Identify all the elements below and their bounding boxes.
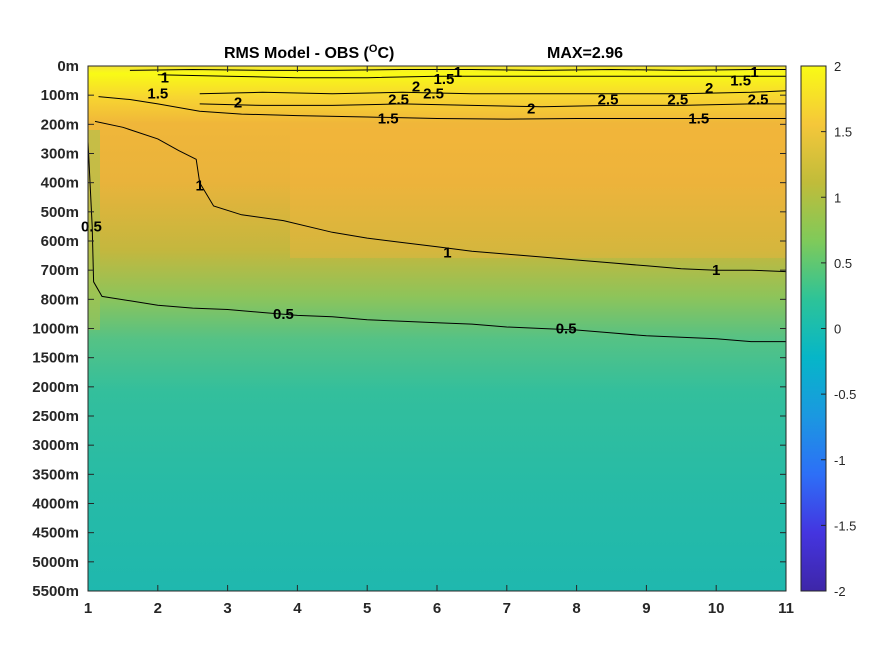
y-tick-label: 100m <box>41 87 79 104</box>
x-tick-label: 6 <box>433 600 441 617</box>
contour-label: 1 <box>712 262 720 279</box>
colorbar-ticks: 2 1.5 1 0.5 0 -0.5 -1 -1.5 -2 <box>821 59 856 599</box>
contour-line-1 <box>129 68 786 71</box>
y-tick-label: 4000m <box>32 496 79 513</box>
y-tick-label: 3500m <box>32 466 79 483</box>
contour-label: 2.5 <box>423 86 444 103</box>
y-tick-label: 400m <box>41 175 79 192</box>
heatmap-left-edge <box>88 130 100 330</box>
colorbar-tick-label: 0 <box>834 322 841 337</box>
heatmap-field <box>88 66 786 591</box>
chart-title: RMS Model - OBS (OC) <box>224 43 394 62</box>
contour-label: 1 <box>750 64 758 81</box>
colorbar-tick-label: -2 <box>834 584 846 599</box>
y-tick-label: 0m <box>57 58 79 75</box>
contour-label: 1.5 <box>147 86 168 103</box>
x-tick-label: 7 <box>503 600 511 617</box>
x-tick-label: 5 <box>363 600 371 617</box>
y-tick-label: 1500m <box>32 350 79 367</box>
contour-label: 1.5 <box>730 73 751 90</box>
y-tick-label: 5000m <box>32 554 79 571</box>
x-tick-label: 8 <box>572 600 580 617</box>
contour-label: 2.5 <box>388 92 409 109</box>
contour-label: 0.5 <box>556 321 577 338</box>
contour-label: 0.5 <box>81 218 102 235</box>
contour-label: 2.5 <box>598 92 619 109</box>
y-tick-label: 300m <box>41 146 79 163</box>
y-tick-label: 500m <box>41 204 79 221</box>
y-tick-label: 5500m <box>32 583 79 600</box>
contour-label: 1 <box>443 245 451 262</box>
x-tick-label: 11 <box>778 600 794 617</box>
y-tick-label: 4500m <box>32 525 79 542</box>
contour-line-1 <box>94 120 787 273</box>
contour-line-1-5 <box>98 96 786 120</box>
colorbar-tick-label: -1 <box>834 453 846 468</box>
x-tick-label: 3 <box>223 600 231 617</box>
contour-label: 2 <box>234 94 242 111</box>
colorbar-tick-label: 2 <box>834 59 841 74</box>
colorbar-tick-label: 0.5 <box>834 256 852 271</box>
contour-label: 1 <box>161 70 169 87</box>
x-axis: 1 2 3 4 5 6 7 8 9 10 11 <box>84 66 794 617</box>
colorbar-tick-label: 1.5 <box>834 125 852 140</box>
x-tick-label: 1 <box>84 600 92 617</box>
x-tick-label: 10 <box>708 600 725 617</box>
contour-label: 2.5 <box>748 92 769 109</box>
contour-label: 0.5 <box>273 306 294 323</box>
y-tick-label: 200m <box>41 116 79 133</box>
colorbar-tick-label: -1.5 <box>834 518 856 533</box>
y-tick-label: 600m <box>41 233 79 250</box>
colorbar-tick-label: -0.5 <box>834 387 856 402</box>
contour-line-0-5 <box>87 141 786 343</box>
contour-label: 2 <box>705 80 713 97</box>
contour-line-1-5 <box>157 74 786 79</box>
y-tick-label: 1000m <box>32 321 79 338</box>
contour-lines <box>87 68 787 343</box>
contour-label: 1.5 <box>434 71 455 88</box>
y-tick-label: 2500m <box>32 408 79 425</box>
y-tick-label: 800m <box>41 291 79 308</box>
contour-label: 1.5 <box>688 111 709 128</box>
contour-label: 1.5 <box>378 111 399 128</box>
contour-labels: 11.522 1.5 12.5 2.51.522.5 2.52 1.512.51.510.… <box>81 64 768 338</box>
x-tick-label: 9 <box>642 600 650 617</box>
y-axis: 0m 100m 200m 300m 400m 500m 600m 700m 800m 1000m 1… <box>32 58 786 600</box>
max-label: MAX=2.96 <box>547 45 623 62</box>
colorbar-tick-label: 1 <box>834 190 841 205</box>
contour-label: 2.5 <box>667 92 688 109</box>
x-tick-label: 2 <box>154 600 162 617</box>
contour-line-2 <box>199 103 786 108</box>
contour-label: 1 <box>454 64 462 81</box>
contour-label: 2 <box>527 100 535 117</box>
x-tick-label: 4 <box>293 600 302 617</box>
y-tick-label: 700m <box>41 262 79 279</box>
contour-label: 1 <box>196 178 204 195</box>
heatmap-orange-core <box>290 128 786 258</box>
contour-line-2 <box>199 90 787 95</box>
contour-label: 2 <box>412 78 420 95</box>
y-tick-label: 3000m <box>32 437 79 454</box>
y-tick-label: 2000m <box>32 379 79 396</box>
